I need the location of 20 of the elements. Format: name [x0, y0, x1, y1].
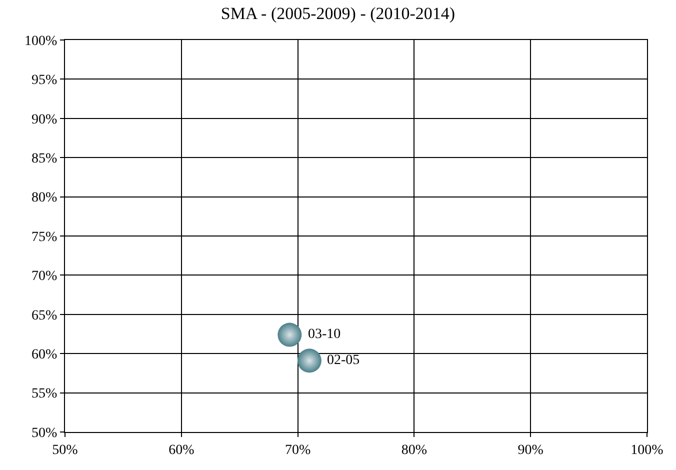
y-tick-label: 55% [32, 386, 58, 402]
y-tick-label: 60% [32, 348, 58, 362]
x-tick-label: 90% [518, 442, 544, 458]
annotation: 03-10 [308, 327, 341, 342]
annotation: 02-05 [327, 353, 360, 368]
chart-title: SMA - (2005-2009) - (2010-2014) [220, 4, 456, 23]
y-tick-label: 90% [32, 112, 58, 128]
y-tick-label: 70% [32, 269, 58, 284]
x-tick-label: 60% [168, 442, 195, 458]
x-tick-label: 80% [401, 442, 428, 458]
y-tick-label: 50% [32, 426, 58, 441]
x-tick-label: 100% [630, 442, 664, 458]
y-tick-label: 100% [24, 34, 58, 49]
y-tick-label: 75% [32, 230, 58, 245]
y-tick-label: 80% [32, 190, 58, 206]
y-tick-label: 95% [32, 73, 58, 88]
x-tick-label: 50% [52, 442, 78, 458]
x-tick-label: 70% [284, 442, 311, 458]
y-tick-label: 65% [32, 308, 58, 324]
y-tick-label: 85% [32, 152, 58, 166]
